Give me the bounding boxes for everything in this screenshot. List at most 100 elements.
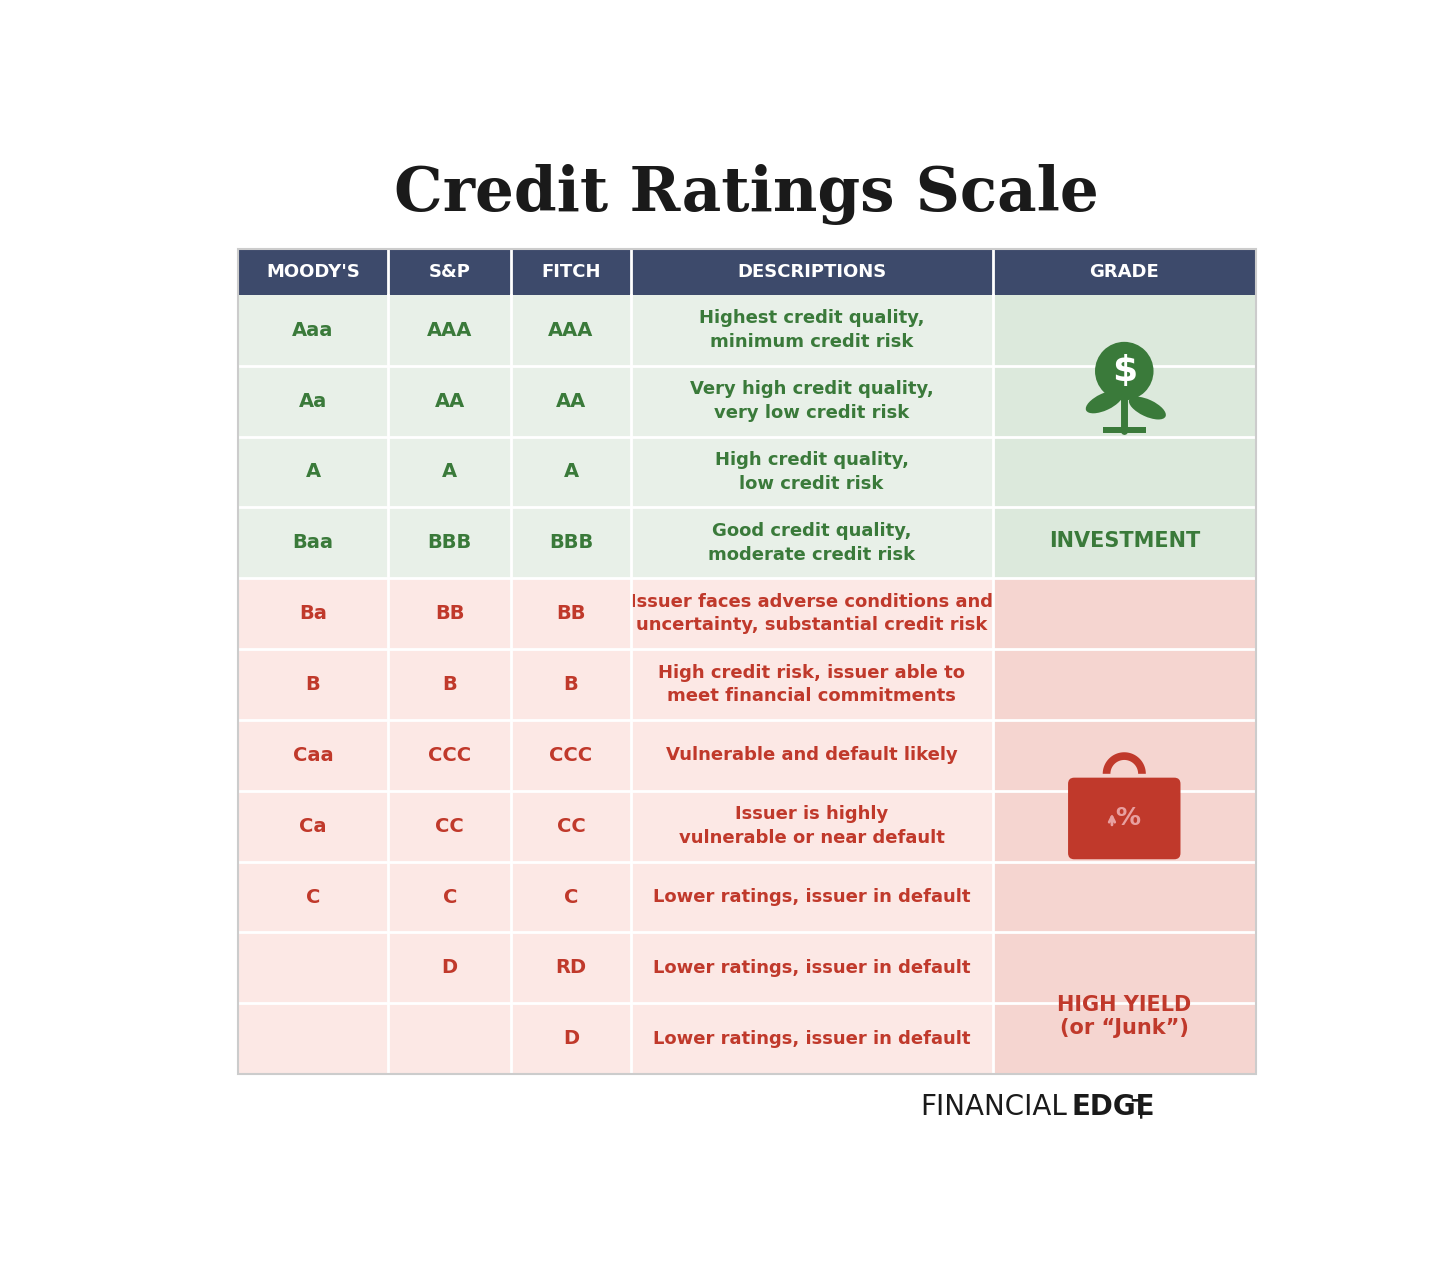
Text: C: C [306, 888, 320, 907]
Text: (or “Junk”): (or “Junk”) [1060, 1017, 1188, 1038]
Bar [389, 366, 511, 436]
Ellipse shape [1086, 390, 1123, 413]
Text: High credit quality,
low credit risk: High credit quality, low credit risk [715, 452, 909, 493]
Text: B: B [306, 675, 320, 694]
Bar [511, 366, 630, 436]
Bar [630, 933, 993, 1003]
Bar [511, 579, 630, 649]
Text: BBB: BBB [549, 534, 593, 552]
Text: Vulnerable and default likely: Vulnerable and default likely [665, 747, 958, 765]
Bar [630, 862, 993, 933]
Bar [389, 720, 511, 790]
Bar [511, 1003, 630, 1074]
Text: AAA: AAA [549, 321, 594, 340]
Bar [389, 649, 511, 720]
Bar [993, 249, 1257, 295]
Bar [630, 295, 993, 366]
Text: CC: CC [556, 817, 585, 835]
Bar [511, 862, 630, 933]
Bar [389, 507, 511, 579]
Bar [511, 933, 630, 1003]
Text: $: $ [1111, 354, 1137, 387]
Bar [237, 1003, 389, 1074]
Bar [630, 436, 993, 507]
Text: HIGH YIELD: HIGH YIELD [1057, 994, 1191, 1015]
Text: Lower ratings, issuer in default: Lower ratings, issuer in default [652, 888, 970, 906]
Text: Good credit quality,
moderate credit risk: Good credit quality, moderate credit ris… [708, 522, 916, 563]
Text: MOODY'S: MOODY'S [266, 263, 360, 281]
Bar [389, 295, 511, 366]
Text: %: % [1115, 807, 1140, 830]
Text: Baa: Baa [293, 534, 333, 552]
Bar [237, 249, 1257, 1074]
Text: BBB: BBB [428, 534, 472, 552]
Text: A: A [306, 462, 320, 481]
Bar [389, 933, 511, 1003]
Text: CCC: CCC [549, 745, 593, 765]
Text: CC: CC [435, 817, 464, 835]
Bar [389, 436, 511, 507]
Bar [237, 649, 389, 720]
Text: EDGE: EDGE [1072, 1093, 1155, 1121]
Bar [511, 436, 630, 507]
Bar [237, 295, 389, 366]
Bar [511, 790, 630, 862]
Bar [389, 249, 511, 295]
Text: BB: BB [435, 604, 464, 624]
Circle shape [1095, 341, 1153, 400]
Text: AA: AA [556, 391, 587, 411]
Bar [511, 295, 630, 366]
Text: Issuer faces adverse conditions and
uncertainty, substantial credit risk: Issuer faces adverse conditions and unce… [630, 593, 993, 635]
Bar [630, 649, 993, 720]
Bar [511, 249, 630, 295]
Bar [993, 579, 1257, 1074]
Bar [630, 249, 993, 295]
FancyBboxPatch shape [1069, 777, 1181, 860]
Bar [237, 436, 389, 507]
Text: Credit Ratings Scale: Credit Ratings Scale [393, 164, 1099, 226]
Text: DESCRIPTIONS: DESCRIPTIONS [737, 263, 887, 281]
Text: FITCH: FITCH [542, 263, 601, 281]
Text: BB: BB [556, 604, 585, 624]
Bar [993, 295, 1257, 579]
Text: High credit risk, issuer able to
meet financial commitments: High credit risk, issuer able to meet fi… [658, 663, 965, 706]
Bar [237, 862, 389, 933]
Bar [237, 579, 389, 649]
Text: D: D [441, 958, 457, 978]
Bar [511, 649, 630, 720]
Text: AA: AA [435, 391, 464, 411]
Text: A: A [563, 462, 578, 481]
Bar [389, 790, 511, 862]
Text: GRADE: GRADE [1089, 263, 1159, 281]
Text: B: B [443, 675, 457, 694]
Bar [630, 579, 993, 649]
Text: C: C [443, 888, 457, 907]
Text: Caa: Caa [293, 745, 333, 765]
Bar [237, 933, 389, 1003]
Bar [237, 790, 389, 862]
Bar [389, 1003, 511, 1074]
Text: Lower ratings, issuer in default: Lower ratings, issuer in default [652, 1030, 970, 1048]
Bar [237, 366, 389, 436]
Bar [630, 1003, 993, 1074]
Bar [389, 579, 511, 649]
Ellipse shape [1128, 396, 1166, 420]
Bar [389, 862, 511, 933]
Text: CCC: CCC [428, 745, 472, 765]
Text: FINANCIAL: FINANCIAL [920, 1093, 1067, 1121]
Text: S&P: S&P [430, 263, 470, 281]
Text: Very high credit quality,
very low credit risk: Very high credit quality, very low credi… [690, 380, 933, 422]
Bar [511, 507, 630, 579]
Bar [630, 366, 993, 436]
Polygon shape [1102, 752, 1146, 774]
Text: Aaa: Aaa [293, 321, 333, 340]
Text: D: D [563, 1029, 579, 1048]
Text: AAA: AAA [427, 321, 472, 340]
Text: Highest credit quality,
minimum credit risk: Highest credit quality, minimum credit r… [699, 309, 925, 352]
Text: ┐: ┐ [1131, 1089, 1150, 1117]
Bar [237, 720, 389, 790]
Text: Aa: Aa [298, 391, 328, 411]
Bar [630, 720, 993, 790]
Text: Issuer is highly
vulnerable or near default: Issuer is highly vulnerable or near defa… [678, 806, 945, 847]
Text: C: C [563, 888, 578, 907]
